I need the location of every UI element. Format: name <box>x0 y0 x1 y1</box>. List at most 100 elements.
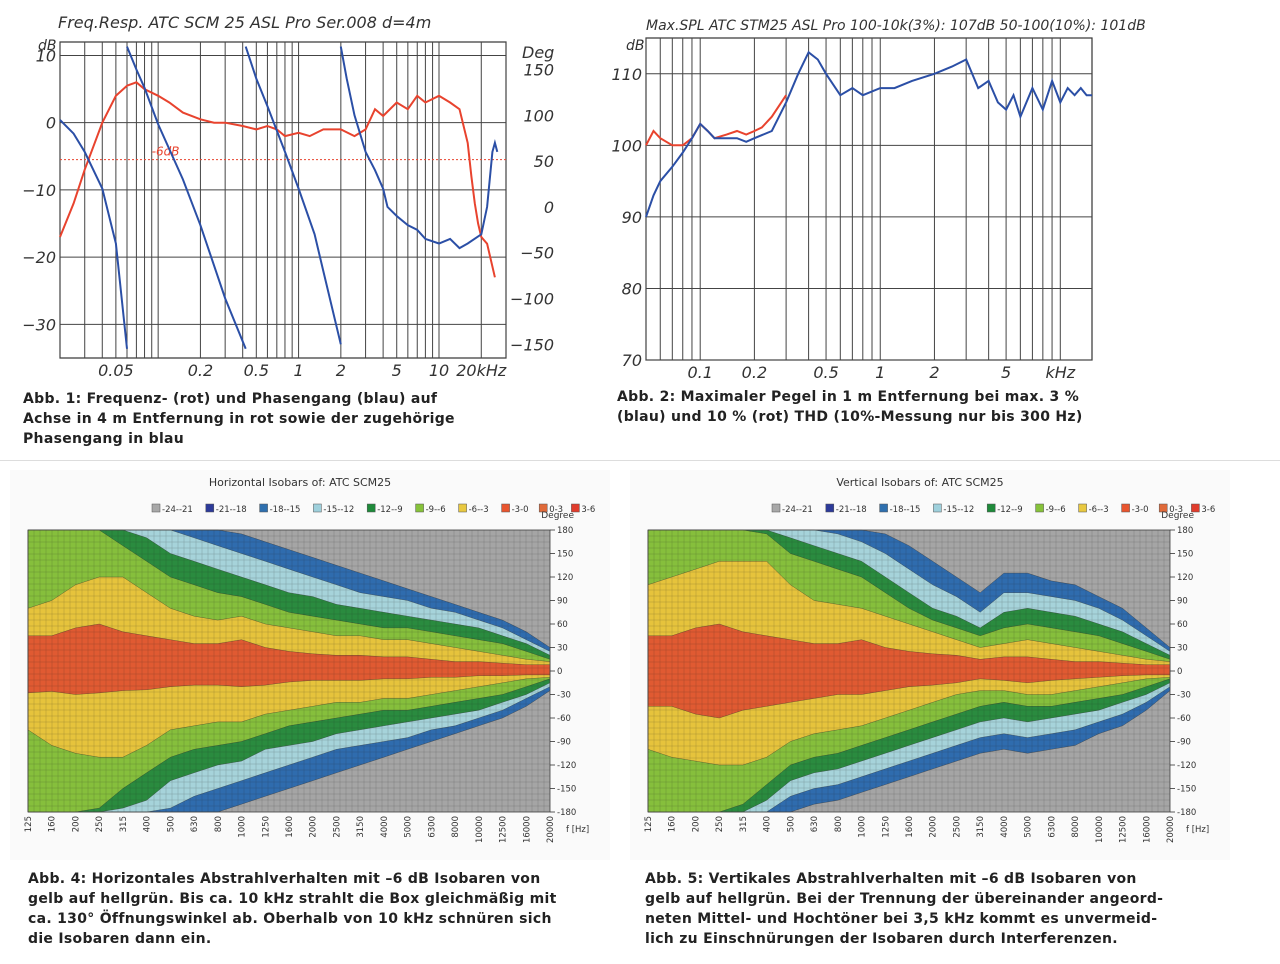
legend-label: -3-0 <box>512 505 529 515</box>
series-line <box>126 46 247 350</box>
x-tick-label: 315 <box>119 816 129 832</box>
x-tick-label: 3150 <box>976 816 986 838</box>
y-tick-label: -180 <box>557 808 576 818</box>
x-tick-label: 2500 <box>952 816 962 838</box>
legend-swatch <box>366 503 376 513</box>
caption-line: Abb. 4: Horizontales Abstrahlverhalten m… <box>28 871 541 887</box>
legend-swatch <box>458 503 467 513</box>
x-tick-label: 2000 <box>929 816 939 838</box>
x-tick-label: 6300 <box>1047 816 1057 838</box>
y-tick-label: −20 <box>22 248 56 267</box>
x-tick-label: 400 <box>143 816 153 832</box>
y-tick-label: -150 <box>557 785 576 795</box>
y-tick-label: −10 <box>22 181 56 200</box>
caption-line: Phasengang in blau <box>23 431 185 447</box>
legend-label: -15--12 <box>323 505 354 515</box>
y-tick-label: -90 <box>1177 738 1191 748</box>
y-tick-label: -150 <box>1177 785 1196 795</box>
y-tick-label: 0 <box>1177 667 1182 677</box>
legend-label: -18--15 <box>890 505 921 515</box>
x-tick-label: 6300 <box>427 816 437 838</box>
y2-tick-label: 150 <box>523 60 554 79</box>
caption-abb2: Abb. 2: Maximaler Pegel in 1 m Entfernun… <box>617 387 1083 427</box>
y-tick-label: 0 <box>557 667 562 677</box>
x-tick-label: 0.2 <box>188 361 213 380</box>
y-tick-label: 0 <box>46 114 56 133</box>
y2-tick-label: 0 <box>544 198 554 217</box>
y-axis-label: dB <box>626 38 645 54</box>
horizontal-isobars-chart: Horizontal Isobars of: ATC SCM25 -24--21 -… <box>10 470 610 860</box>
legend-swatch <box>1158 503 1168 513</box>
legend-label: -6--3 <box>1089 505 1109 515</box>
caption-line: Abb. 2: Maximaler Pegel in 1 m Entfernun… <box>617 389 1080 405</box>
x-tick-label: 250 <box>715 816 725 832</box>
x-tick-label: 1 <box>293 361 303 380</box>
y2-axis-label: Degree <box>541 511 574 521</box>
legend-label: -15--12 <box>943 505 974 515</box>
caption-line: gelb auf hellgrün. Bei der Trennung der … <box>645 891 1164 907</box>
x-tick-label: 0.05 <box>98 361 134 380</box>
y2-axis-label: Degree <box>1161 511 1194 521</box>
series-line <box>244 46 342 345</box>
y2-tick-label: −150 <box>510 335 554 354</box>
y-tick-label: 90 <box>557 597 568 607</box>
y-axis-label: dB <box>38 38 57 54</box>
x-tick-label: 500 <box>166 816 176 832</box>
x-tick-label: 800 <box>834 816 844 832</box>
vertical-isobars-svg: Vertical Isobars of: ATC SCM25 -24--21 -21… <box>644 476 1215 843</box>
x-tick-label: 630 <box>810 816 820 832</box>
x-axis-label: f [Hz] <box>1186 825 1209 835</box>
x-axis-label: f [Hz] <box>566 825 589 835</box>
y-tick-label: 30 <box>1177 644 1188 654</box>
x-tick-label: 2500 <box>332 816 342 838</box>
legend-swatch <box>313 503 322 513</box>
caption-line: (blau) und 10 % (rot) THD (10%-Messung n… <box>617 409 1083 425</box>
y-tick-label: -30 <box>557 691 571 701</box>
x-tick-label: 20000 <box>1166 816 1176 843</box>
legend-label: 0-3 <box>1169 505 1183 515</box>
series-line <box>339 46 499 250</box>
y2-tick-label: 100 <box>523 106 554 125</box>
x-tick-label: 200 <box>691 816 701 832</box>
series-line <box>59 81 496 278</box>
y-tick-label: -120 <box>1177 761 1196 771</box>
y-tick-label: -120 <box>557 761 576 771</box>
legend-swatch <box>1078 503 1087 513</box>
x-tick-label: 5 <box>1001 363 1011 382</box>
caption-line: Abb. 1: Frequenz- (rot) und Phasengang (… <box>23 391 438 407</box>
legend-swatch <box>205 503 215 513</box>
x-tick-label: 1000 <box>238 816 248 838</box>
x-tick-label: 160 <box>48 816 58 832</box>
x-tick-label: 2000 <box>309 816 319 838</box>
y-tick-label: 120 <box>557 573 573 583</box>
heatmap-title: Horizontal Isobars of: ATC SCM25 <box>209 476 391 489</box>
legend-label: -18--15 <box>270 505 301 515</box>
x-tick-label: 12500 <box>1119 816 1129 843</box>
legend-swatch <box>501 503 510 513</box>
x-tick-label: 250 <box>95 816 105 832</box>
caption-abb1: Abb. 1: Frequenz- (rot) und Phasengang (… <box>23 389 455 449</box>
y2-axis-label: Deg <box>522 43 554 62</box>
heatmap-title: Vertical Isobars of: ATC SCM25 <box>836 476 1003 489</box>
legend-label: -9--6 <box>1046 505 1066 515</box>
y-tick-label: 90 <box>1177 597 1188 607</box>
x-tick-label: 20000 <box>546 816 556 843</box>
legend-swatch <box>1191 503 1200 513</box>
legend-label: -21--18 <box>216 505 247 515</box>
y-tick-label: 90 <box>622 208 642 227</box>
y2-tick-label: 50 <box>534 152 554 171</box>
x-tick-label: 0.5 <box>813 363 838 382</box>
legend-swatch <box>415 503 424 513</box>
max-spl-svg: Max.SPL ATC STM25 ASL Pro 100-10k(3%): 1… <box>611 18 1145 382</box>
caption-line: gelb auf hellgrün. Bis ca. 10 kHz strahl… <box>28 891 557 907</box>
x-tick-label: 10000 <box>1095 816 1105 843</box>
x-tick-label: 4000 <box>380 816 390 838</box>
x-tick-label: 10 <box>429 361 449 380</box>
caption-line: Achse in 4 m Entfernung in rot sowie der… <box>23 411 455 427</box>
y-tick-label: 60 <box>557 620 568 630</box>
legend-swatch <box>986 503 996 513</box>
x-tick-label: 16000 <box>522 816 532 843</box>
y2-tick-label: −100 <box>510 289 554 308</box>
max-spl-chart: Max.SPL ATC STM25 ASL Pro 100-10k(3%): 1… <box>600 0 1280 385</box>
legend-swatch <box>571 503 580 513</box>
